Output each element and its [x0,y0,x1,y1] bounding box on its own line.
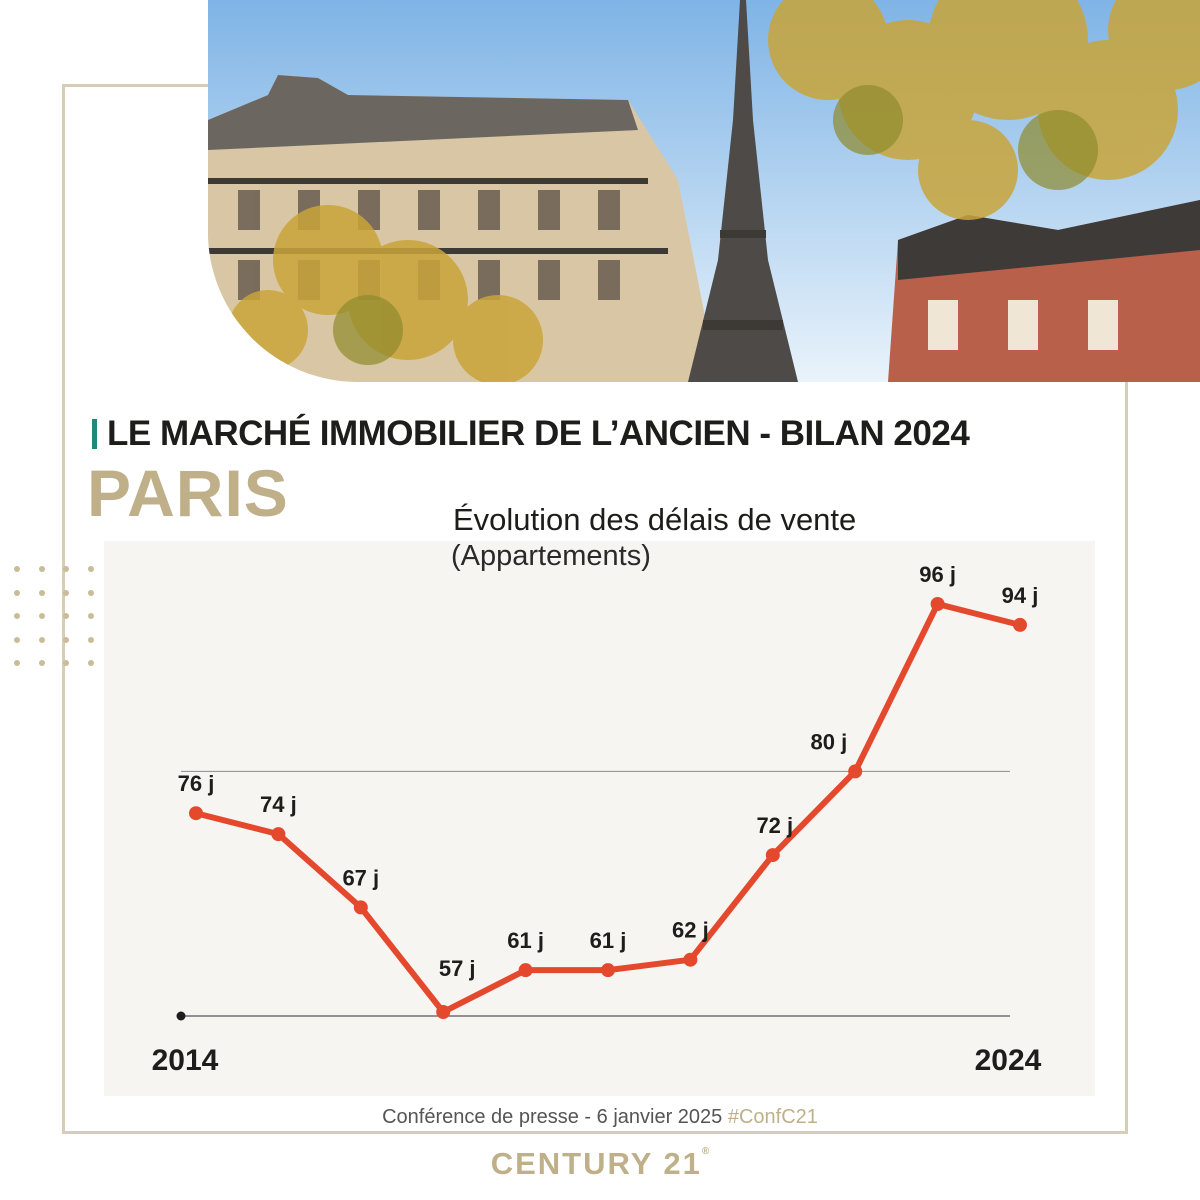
x-tick-label: 2014 [152,1044,219,1077]
chart-title: Évolution des délais de vente [453,502,857,537]
footer-hashtag: #ConfC21 [727,1106,818,1128]
data-point [848,764,863,779]
decorative-dot [14,566,20,572]
decorative-dot [14,660,20,666]
decorative-dot [88,566,95,572]
data-point [518,963,533,978]
data-label: 80 j [810,729,847,754]
decorative-dot [38,613,45,619]
brand-mark: ® [701,1146,710,1157]
decorative-dot [63,660,70,666]
decorative-dot [88,660,95,666]
decorative-dot [14,613,20,619]
decorative-dot [63,613,70,619]
page-headline: LE MARCHÉ IMMOBILIER DE L’ANCIEN - BILAN… [92,412,970,456]
decorative-dot [63,636,70,643]
data-point [271,827,286,842]
data-label: 96 j [919,562,956,587]
decorative-dot [88,589,95,596]
data-point [436,1005,451,1019]
paris-photo-illustration [208,0,1200,382]
data-label: 74 j [260,792,297,817]
data-point [1013,617,1027,632]
brand-logo: CENTURY 21® [0,1146,1200,1182]
decorative-dot [14,589,20,596]
data-point [683,952,698,967]
data-label: 72 j [756,813,793,838]
data-point [189,806,203,821]
decorative-dot [63,589,70,596]
decorative-dot [38,660,45,666]
decorative-dot [38,589,45,596]
data-label: 62 j [672,918,709,943]
data-label: 76 j [178,771,215,796]
data-label: 94 j [1002,583,1039,608]
chart-panel [104,541,1095,1096]
decorative-dot [38,566,45,572]
paris-photo [208,0,1200,382]
footer-text: Conférence de presse - 6 janvier 2025 [382,1106,723,1128]
x-tick-label: 2024 [975,1044,1042,1077]
data-point [601,963,615,978]
data-label: 61 j [590,928,627,953]
chart-subtitle: (Appartements) [451,540,651,572]
headline-text: LE MARCHÉ IMMOBILIER DE L’ANCIEN - BILAN… [107,414,970,453]
data-point [930,597,945,611]
decorative-dot [88,613,95,619]
data-point [765,848,780,863]
data-label: 61 j [507,928,544,953]
brand-name: CENTURY 21 [490,1146,702,1181]
headline-accent-bar [92,419,97,449]
city-title: PARIS [87,456,289,530]
data-label: 67 j [342,865,379,890]
decorative-dot [14,636,20,643]
decorative-dot [63,566,70,572]
footer-caption: Conférence de presse - 6 janvier 2025 #C… [0,1106,1200,1129]
data-point [353,900,368,915]
x-axis-origin-dot [176,1011,186,1021]
decorative-dot [38,636,45,643]
data-label: 57 j [439,956,476,981]
decorative-dot [88,636,95,643]
